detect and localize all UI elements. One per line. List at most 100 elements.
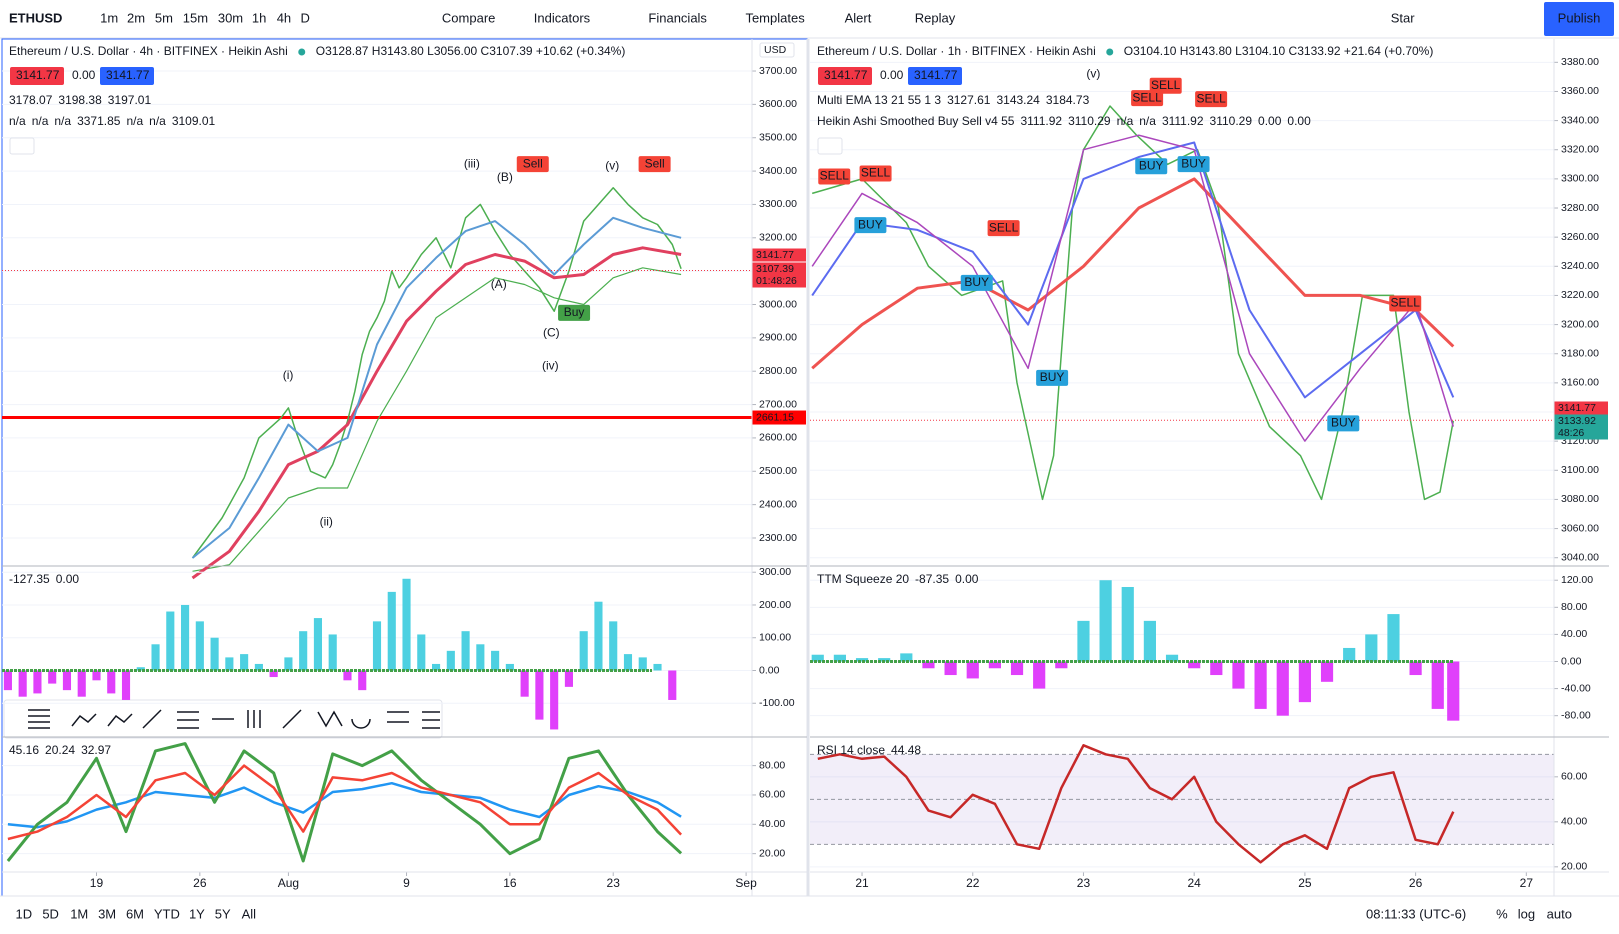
- scale-option[interactable]: %: [1496, 906, 1508, 921]
- chart-left: 2300.00 2400.00 2500.00 2600.00 2700.00 2800.…: [2, 39, 807, 896]
- signal-badge: [1389, 295, 1422, 312]
- legend-value: 3111.92: [1020, 114, 1062, 128]
- toolbar-button[interactable]: Indicators: [534, 10, 591, 25]
- currency[interactable]: USD: [764, 44, 787, 56]
- histogram-bar: [476, 644, 485, 671]
- legend-value: n/a: [149, 114, 166, 128]
- pane-legend-value: 45.16: [9, 743, 39, 757]
- scale-option[interactable]: log: [1518, 906, 1535, 921]
- interval-button[interactable]: 1h: [252, 10, 266, 25]
- histogram-bar: [33, 670, 42, 694]
- histogram-bar: [1010, 661, 1024, 676]
- legend-value: n/a: [32, 114, 49, 128]
- collapse-button[interactable]: [817, 137, 843, 155]
- toolbar-button[interactable]: Templates: [745, 10, 805, 25]
- y-tick-label: 3400.00: [759, 165, 797, 177]
- legend-value: 3127.61: [947, 93, 991, 107]
- price-badge-bg: [10, 67, 64, 85]
- histogram-bar: [609, 621, 618, 671]
- histogram-bar: [328, 634, 337, 671]
- scale-option[interactable]: auto: [1547, 906, 1572, 921]
- range-button[interactable]: 5Y: [215, 906, 231, 921]
- signal-badge: [638, 156, 671, 173]
- publish-label[interactable]: Publish: [1558, 10, 1601, 25]
- range-button[interactable]: 6M: [126, 906, 144, 921]
- histogram-bar: [18, 670, 27, 697]
- histogram-bar: [966, 661, 979, 679]
- collapse-button[interactable]: [9, 137, 35, 155]
- symbol[interactable]: ETHUSD: [9, 10, 62, 25]
- signal-badge: [854, 217, 887, 234]
- histogram-bar: [535, 670, 544, 720]
- signal-label: SELL: [1391, 296, 1421, 310]
- histogram-bar: [1232, 661, 1245, 689]
- histogram-bar: [1055, 661, 1068, 669]
- price-label: 3141.77: [756, 249, 794, 261]
- wave-label: (i): [283, 368, 294, 382]
- histogram-bar: [900, 653, 913, 662]
- range-button[interactable]: 3M: [98, 906, 116, 921]
- signal-label: BUY: [1331, 415, 1356, 429]
- interval-button[interactable]: 5m: [155, 10, 173, 25]
- signal-label: SELL: [820, 169, 850, 183]
- y-tick-label: 3200.00: [759, 232, 797, 244]
- histogram-bar: [505, 663, 514, 671]
- x-tick-label: 24: [1187, 876, 1201, 890]
- range-button[interactable]: YTD: [154, 906, 180, 921]
- wave-label: (A): [491, 277, 507, 291]
- range-button[interactable]: 1D: [15, 906, 32, 921]
- legend-value: 3198.38: [58, 93, 102, 107]
- signal-badge: [1131, 90, 1164, 107]
- price-badge: 0.00: [72, 68, 96, 82]
- y-tick-label: 3600.00: [759, 98, 797, 110]
- histogram-bar: [402, 578, 411, 671]
- signal-badge: [859, 165, 892, 182]
- histogram-bar: [638, 657, 647, 671]
- x-tick-label: Sep: [735, 876, 757, 890]
- y-tick-label: 3320.00: [1561, 144, 1599, 156]
- publish-button[interactable]: [1544, 2, 1614, 36]
- histogram-bar: [1431, 661, 1444, 709]
- signal-label: BUY: [964, 275, 989, 289]
- histogram-bar: [166, 611, 175, 671]
- range-button[interactable]: 5D: [42, 906, 59, 921]
- histogram-bar: [1077, 620, 1090, 662]
- interval-button[interactable]: 1m: [100, 10, 118, 25]
- y-tick-label: 40.00: [1561, 628, 1587, 640]
- y-tick-label: 3200.00: [1561, 318, 1599, 330]
- plot-area: [2, 70, 752, 863]
- interval-button[interactable]: D: [300, 10, 309, 25]
- histogram-bar: [284, 657, 293, 671]
- signal-label: BUY: [1181, 156, 1206, 170]
- interval-button[interactable]: 2m: [127, 10, 145, 25]
- histogram-bar: [136, 667, 145, 671]
- y-tick-label: 2900.00: [759, 332, 797, 344]
- drawing-tool-icons[interactable]: [28, 709, 440, 729]
- histogram-bar: [653, 663, 662, 671]
- y-tick-label: 20.00: [1561, 861, 1587, 873]
- toolbar-button[interactable]: Compare: [442, 10, 495, 25]
- signal-label: Buy: [564, 305, 585, 319]
- drawing-toolbar: [3, 699, 443, 739]
- y-tick-label: 3060.00: [1561, 522, 1599, 534]
- interval-button[interactable]: 15m: [183, 10, 208, 25]
- toolbar-button[interactable]: Replay: [915, 10, 956, 25]
- range-button[interactable]: All: [242, 906, 257, 921]
- wave-label: (v): [605, 158, 619, 172]
- y-tick-label: 0.00: [759, 664, 780, 676]
- signal-badge: [960, 274, 993, 291]
- price-badge: 3141.77: [16, 68, 60, 82]
- range-button[interactable]: 1Y: [189, 906, 205, 921]
- layout-name[interactable]: Star: [1391, 10, 1416, 25]
- price-label-bg: [1554, 426, 1608, 440]
- legend-value: 0.00: [1287, 114, 1311, 128]
- range-button[interactable]: 1M: [70, 906, 88, 921]
- toolbar-button[interactable]: Alert: [845, 10, 872, 25]
- currency-bg[interactable]: [759, 42, 795, 58]
- x-tick-label: 21: [855, 876, 869, 890]
- interval-button[interactable]: 30m: [218, 10, 243, 25]
- interval-button[interactable]: 4h: [277, 10, 291, 25]
- toolbar-button[interactable]: Financials: [648, 10, 707, 25]
- x-tick-label: Aug: [278, 876, 299, 890]
- legend-value: 3197.01: [108, 93, 152, 107]
